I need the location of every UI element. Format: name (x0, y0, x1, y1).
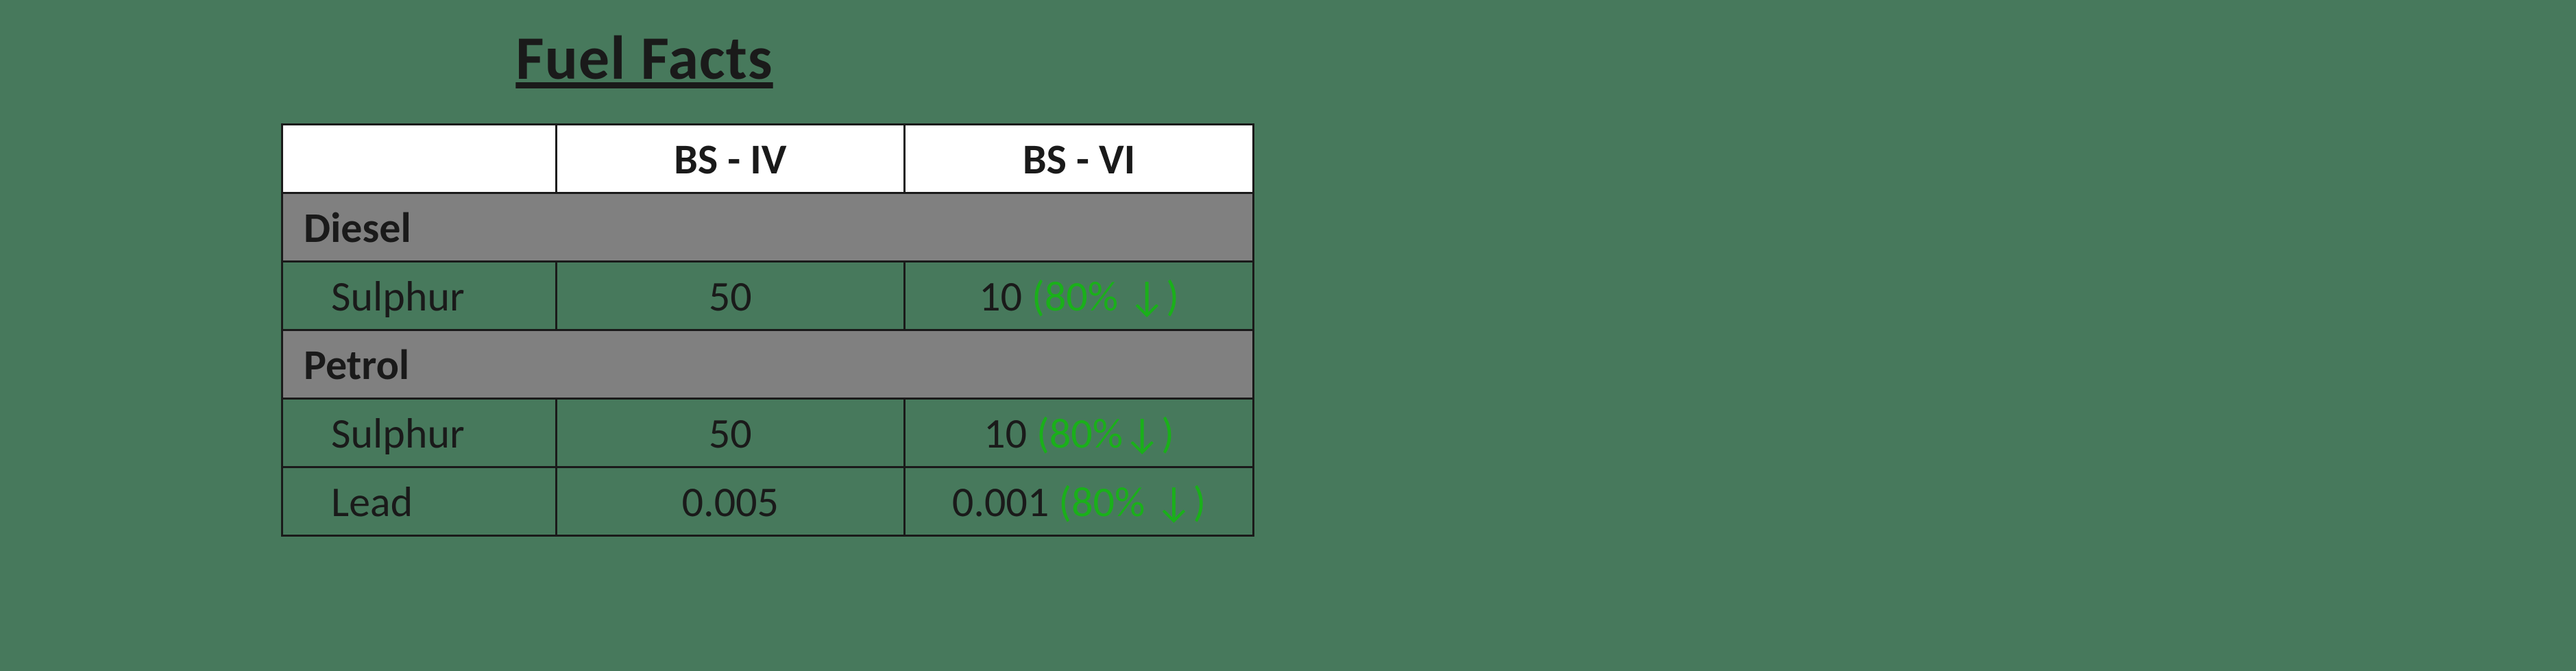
bs6-value: 10 (80%↓) (905, 399, 1254, 467)
table-header-row: BS - IV BS - VI (282, 125, 1254, 193)
param-label: Sulphur (282, 399, 557, 467)
category-label-petrol: Petrol (282, 330, 1254, 399)
bs6-number: 10 (984, 407, 1027, 459)
reduction-badge: (80% ↓) (1032, 270, 1179, 322)
category-row-diesel: Diesel (282, 193, 1254, 262)
bs4-value: 0.005 (556, 467, 905, 536)
reduction-badge: (80% ↓) (1058, 476, 1206, 528)
header-bs6: BS - VI (905, 125, 1254, 193)
bs6-number: 0.001 (952, 476, 1049, 528)
fuel-facts-table: BS - IV BS - VI Diesel Sulphur 50 10 (80… (281, 123, 1254, 537)
page-title: Fuel Facts (21, 21, 1268, 96)
category-row-petrol: Petrol (282, 330, 1254, 399)
header-empty (282, 125, 557, 193)
table-row: Sulphur 50 10 (80% ↓) (282, 262, 1254, 330)
fuel-facts-container: Fuel Facts BS - IV BS - VI Diesel Sulphu… (21, 21, 1268, 537)
table-row: Sulphur 50 10 (80%↓) (282, 399, 1254, 467)
bs6-value: 0.001 (80% ↓) (905, 467, 1254, 536)
param-label: Sulphur (282, 262, 557, 330)
bs6-number: 10 (979, 270, 1022, 322)
bs6-value: 10 (80% ↓) (905, 262, 1254, 330)
param-label: Lead (282, 467, 557, 536)
reduction-badge: (80%↓) (1036, 407, 1174, 459)
bs4-value: 50 (556, 399, 905, 467)
table-row: Lead 0.005 0.001 (80% ↓) (282, 467, 1254, 536)
category-label-diesel: Diesel (282, 193, 1254, 262)
header-bs4: BS - IV (556, 125, 905, 193)
bs4-value: 50 (556, 262, 905, 330)
